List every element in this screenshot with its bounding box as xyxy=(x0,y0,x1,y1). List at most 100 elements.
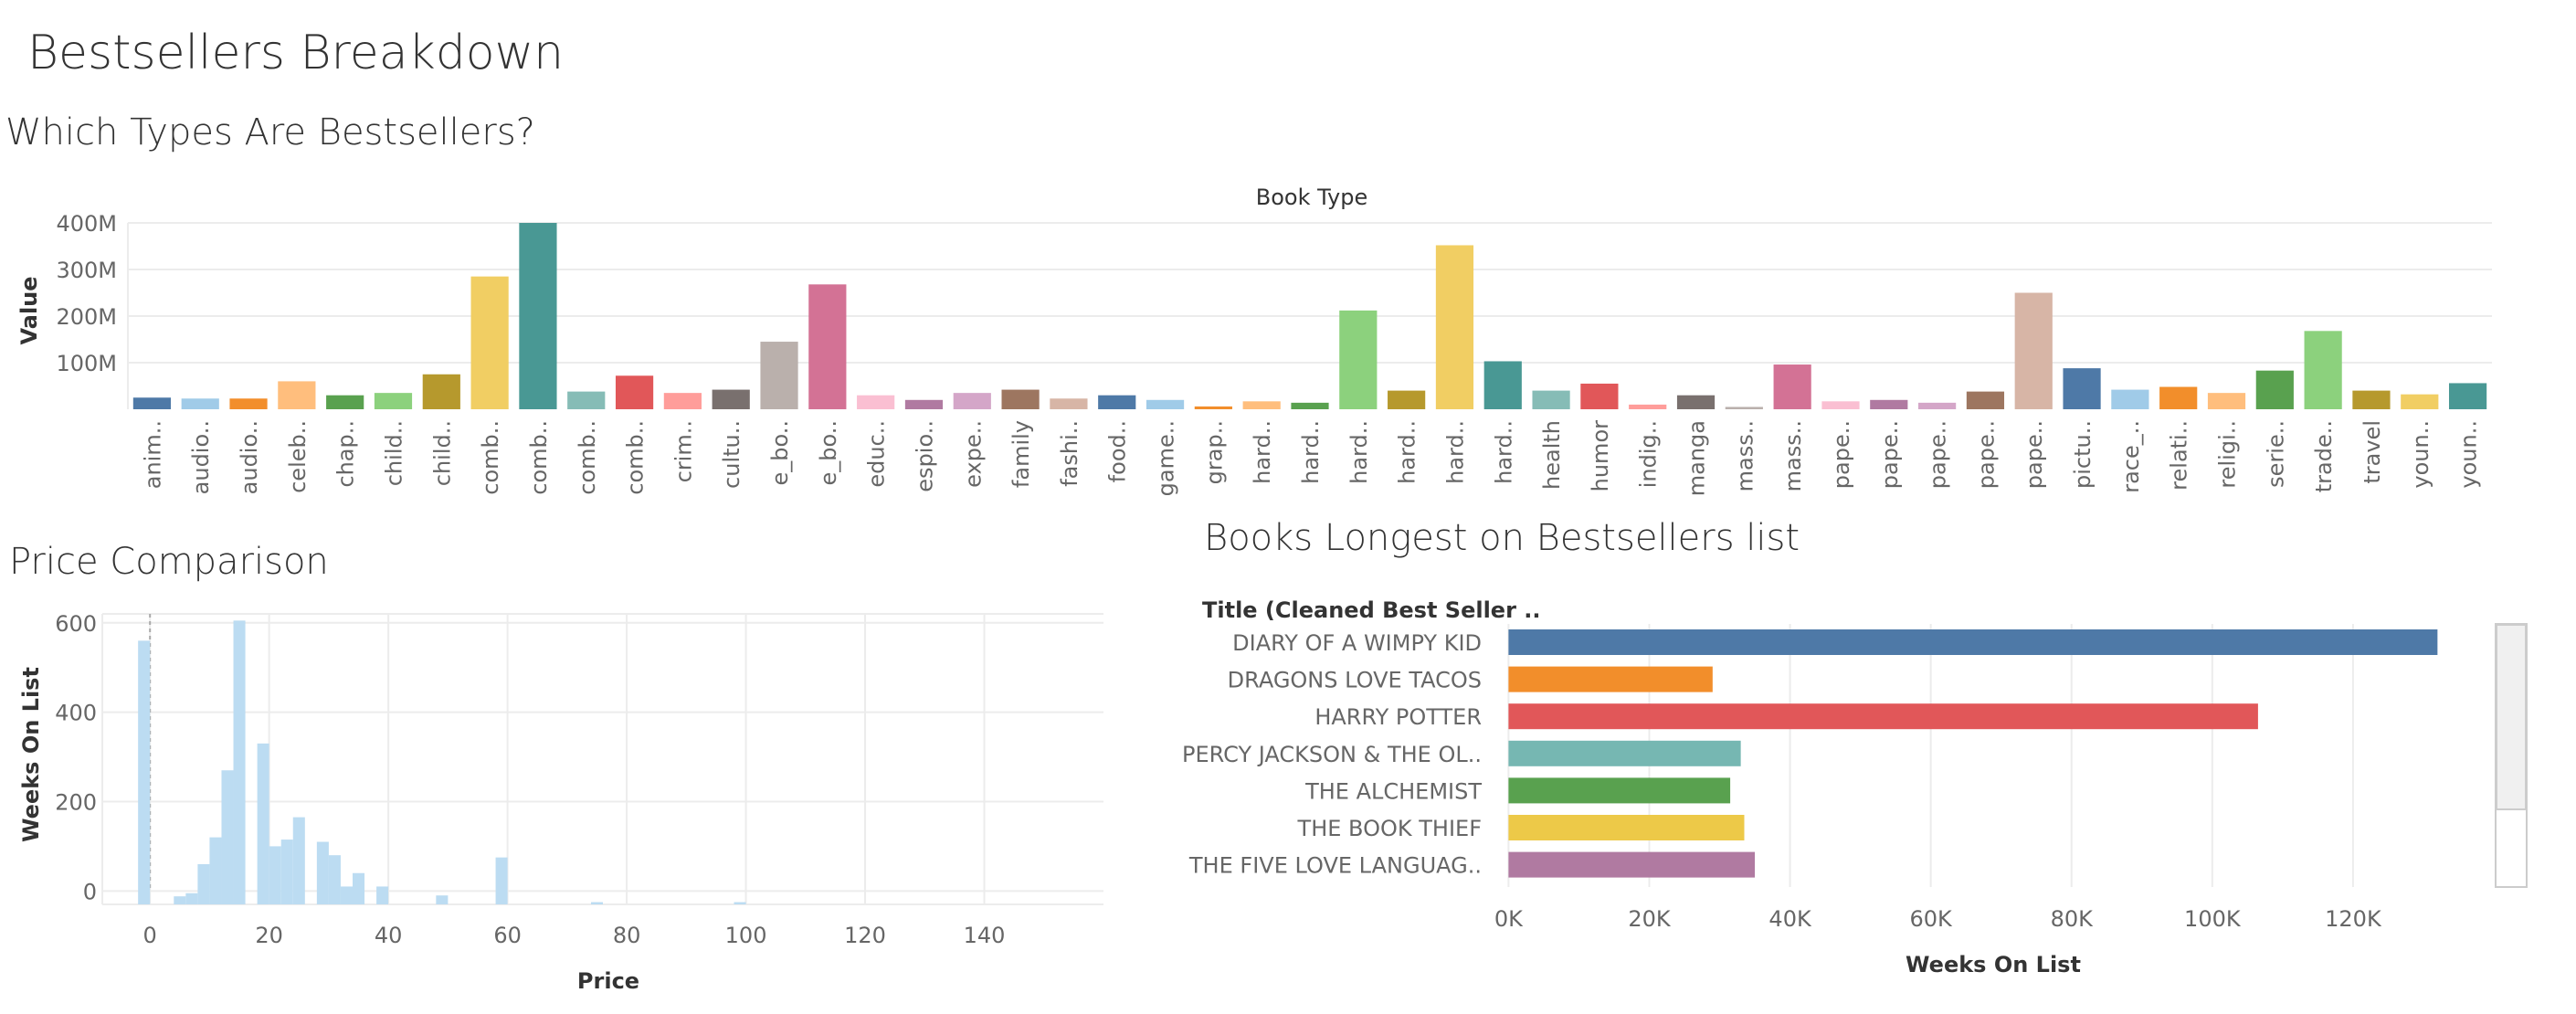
x-tick-label: pape.. xyxy=(2022,420,2047,489)
bar[interactable] xyxy=(1050,398,1088,409)
bar[interactable] xyxy=(1435,245,1474,409)
histogram-bar[interactable] xyxy=(376,886,389,904)
bar[interactable] xyxy=(2207,393,2246,409)
bar[interactable] xyxy=(1508,666,1713,692)
bar[interactable] xyxy=(1098,395,1136,409)
bar[interactable] xyxy=(1242,401,1281,409)
scrollbar-thumb[interactable] xyxy=(2496,624,2527,810)
longest-bars xyxy=(1508,629,2438,878)
histogram-bar[interactable] xyxy=(353,872,365,904)
histogram-bar[interactable] xyxy=(436,895,449,904)
bar[interactable] xyxy=(615,375,654,409)
bar[interactable] xyxy=(1483,361,1522,409)
bar[interactable] xyxy=(374,393,413,409)
bar[interactable] xyxy=(2448,383,2487,409)
bar[interactable] xyxy=(1388,390,1426,409)
bar[interactable] xyxy=(2063,368,2101,409)
bar[interactable] xyxy=(1580,383,1619,409)
histogram-bar[interactable] xyxy=(495,857,508,904)
bar[interactable] xyxy=(808,284,847,409)
x-tick-label: pape.. xyxy=(1926,420,1951,489)
histogram-bar[interactable] xyxy=(233,620,246,904)
histogram-bar[interactable] xyxy=(292,817,305,904)
histogram-bar[interactable] xyxy=(185,893,198,904)
histogram-bar[interactable] xyxy=(328,855,341,904)
bar[interactable] xyxy=(278,381,316,409)
histogram-bar[interactable] xyxy=(734,902,746,904)
bar[interactable] xyxy=(229,398,268,409)
bar[interactable] xyxy=(1773,364,1811,409)
bar[interactable] xyxy=(760,342,798,409)
bar[interactable] xyxy=(422,374,460,409)
bar[interactable] xyxy=(326,395,364,409)
price-comparison-section-title: Price Comparison xyxy=(9,541,329,583)
x-tick-label: family xyxy=(1008,420,1034,488)
book-type-y-ticks: 100M 200M 300M 400M xyxy=(56,211,117,376)
scrollbar[interactable] xyxy=(2495,623,2528,888)
x-tick-label: e_bo.. xyxy=(816,420,841,486)
histogram-bar[interactable] xyxy=(197,863,210,904)
bar[interactable] xyxy=(2111,389,2149,409)
price-histogram-bars xyxy=(138,620,746,904)
book-type-x-ticks: anim.. audio.. audio.. celeb.. chap.. child..… xyxy=(140,420,2481,496)
bar[interactable] xyxy=(2401,394,2439,409)
x-tick-label: e_bo.. xyxy=(767,420,793,486)
x-tick-label: expe.. xyxy=(960,420,986,488)
bar[interactable] xyxy=(712,389,750,409)
bar[interactable] xyxy=(470,276,509,409)
x-tick-label: anim.. xyxy=(140,420,165,489)
bar[interactable] xyxy=(1194,406,1232,409)
histogram-bar[interactable] xyxy=(257,743,269,904)
histogram-bar[interactable] xyxy=(221,770,234,904)
x-tick-label: audio.. xyxy=(188,420,214,494)
bar[interactable] xyxy=(519,223,557,409)
x-tick-label: mass.. xyxy=(1780,420,1806,491)
bar[interactable] xyxy=(2159,386,2198,409)
bar[interactable] xyxy=(181,398,219,409)
bar[interactable] xyxy=(2352,390,2391,409)
histogram-bar[interactable] xyxy=(174,896,186,904)
bar[interactable] xyxy=(857,395,895,409)
bar[interactable] xyxy=(132,397,172,409)
bar[interactable] xyxy=(953,393,991,409)
x-tick-label: 40 xyxy=(375,923,403,948)
bar[interactable] xyxy=(1966,391,2005,409)
bar[interactable] xyxy=(2304,331,2342,409)
bar[interactable] xyxy=(1918,402,1957,409)
x-tick-label: relati.. xyxy=(2167,420,2192,491)
histogram-bar[interactable] xyxy=(138,640,151,904)
x-tick-label: 0 xyxy=(143,923,157,948)
bar[interactable] xyxy=(2014,292,2053,410)
bar[interactable] xyxy=(1725,407,1763,409)
bar[interactable] xyxy=(1508,629,2438,655)
bar[interactable] xyxy=(663,393,702,409)
bar[interactable] xyxy=(1676,395,1716,409)
histogram-bar[interactable] xyxy=(590,902,603,904)
bar[interactable] xyxy=(1145,399,1185,409)
bar[interactable] xyxy=(1508,815,1745,840)
x-tick-label: pape.. xyxy=(1829,420,1854,489)
histogram-bar[interactable] xyxy=(280,840,293,904)
bar[interactable] xyxy=(2255,370,2294,409)
bar[interactable] xyxy=(1508,851,1756,878)
histogram-bar[interactable] xyxy=(316,841,329,904)
bar[interactable] xyxy=(1001,389,1040,409)
x-tick-label: comb.. xyxy=(478,420,503,495)
price-y-ticks: 0 200 400 600 xyxy=(55,611,97,905)
bar[interactable] xyxy=(1339,310,1378,409)
bar[interactable] xyxy=(1508,777,1731,804)
longest-y-axis-header: Title (Cleaned Best Seller .. xyxy=(1202,597,1541,623)
bar[interactable] xyxy=(1508,703,2258,730)
bar[interactable] xyxy=(1532,390,1570,409)
histogram-bar[interactable] xyxy=(209,837,222,904)
bar[interactable] xyxy=(1508,740,1741,766)
histogram-bar[interactable] xyxy=(269,846,281,904)
bar[interactable] xyxy=(904,399,944,409)
bar[interactable] xyxy=(1291,402,1329,409)
bar[interactable] xyxy=(567,391,606,409)
bar[interactable] xyxy=(1870,399,1908,409)
bar[interactable] xyxy=(1821,401,1860,409)
histogram-bar[interactable] xyxy=(340,886,353,904)
bar[interactable] xyxy=(1629,404,1667,409)
y-tick-label: 300M xyxy=(56,258,117,283)
